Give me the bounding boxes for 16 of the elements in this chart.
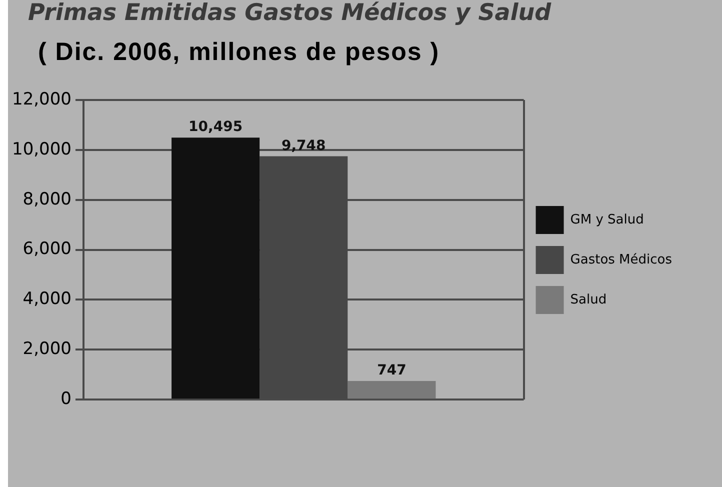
y-tick-label: 12,000 (12, 89, 72, 110)
y-tick-label: 2,000 (22, 339, 72, 360)
data-label: 747 (377, 362, 406, 379)
y-tick-label: 6,000 (22, 239, 72, 260)
y-tick-label: 0 (60, 389, 72, 410)
bar (172, 138, 260, 399)
bar (348, 380, 436, 399)
legend-label: Gastos Médicos (570, 252, 672, 268)
data-label: 10,495 (188, 119, 243, 136)
y-tick-label: 4,000 (22, 289, 72, 310)
y-tick-label: 8,000 (22, 189, 72, 210)
y-tick-label: 10,000 (12, 139, 72, 160)
chart-subtitle: ( Dic. 2006, millones de pesos ) (38, 38, 440, 67)
chart-title: Primas Emitidas Gastos Médicos y Salud (28, 0, 552, 26)
legend-label: Salud (570, 292, 607, 308)
legend-label: GM y Salud (570, 212, 644, 228)
